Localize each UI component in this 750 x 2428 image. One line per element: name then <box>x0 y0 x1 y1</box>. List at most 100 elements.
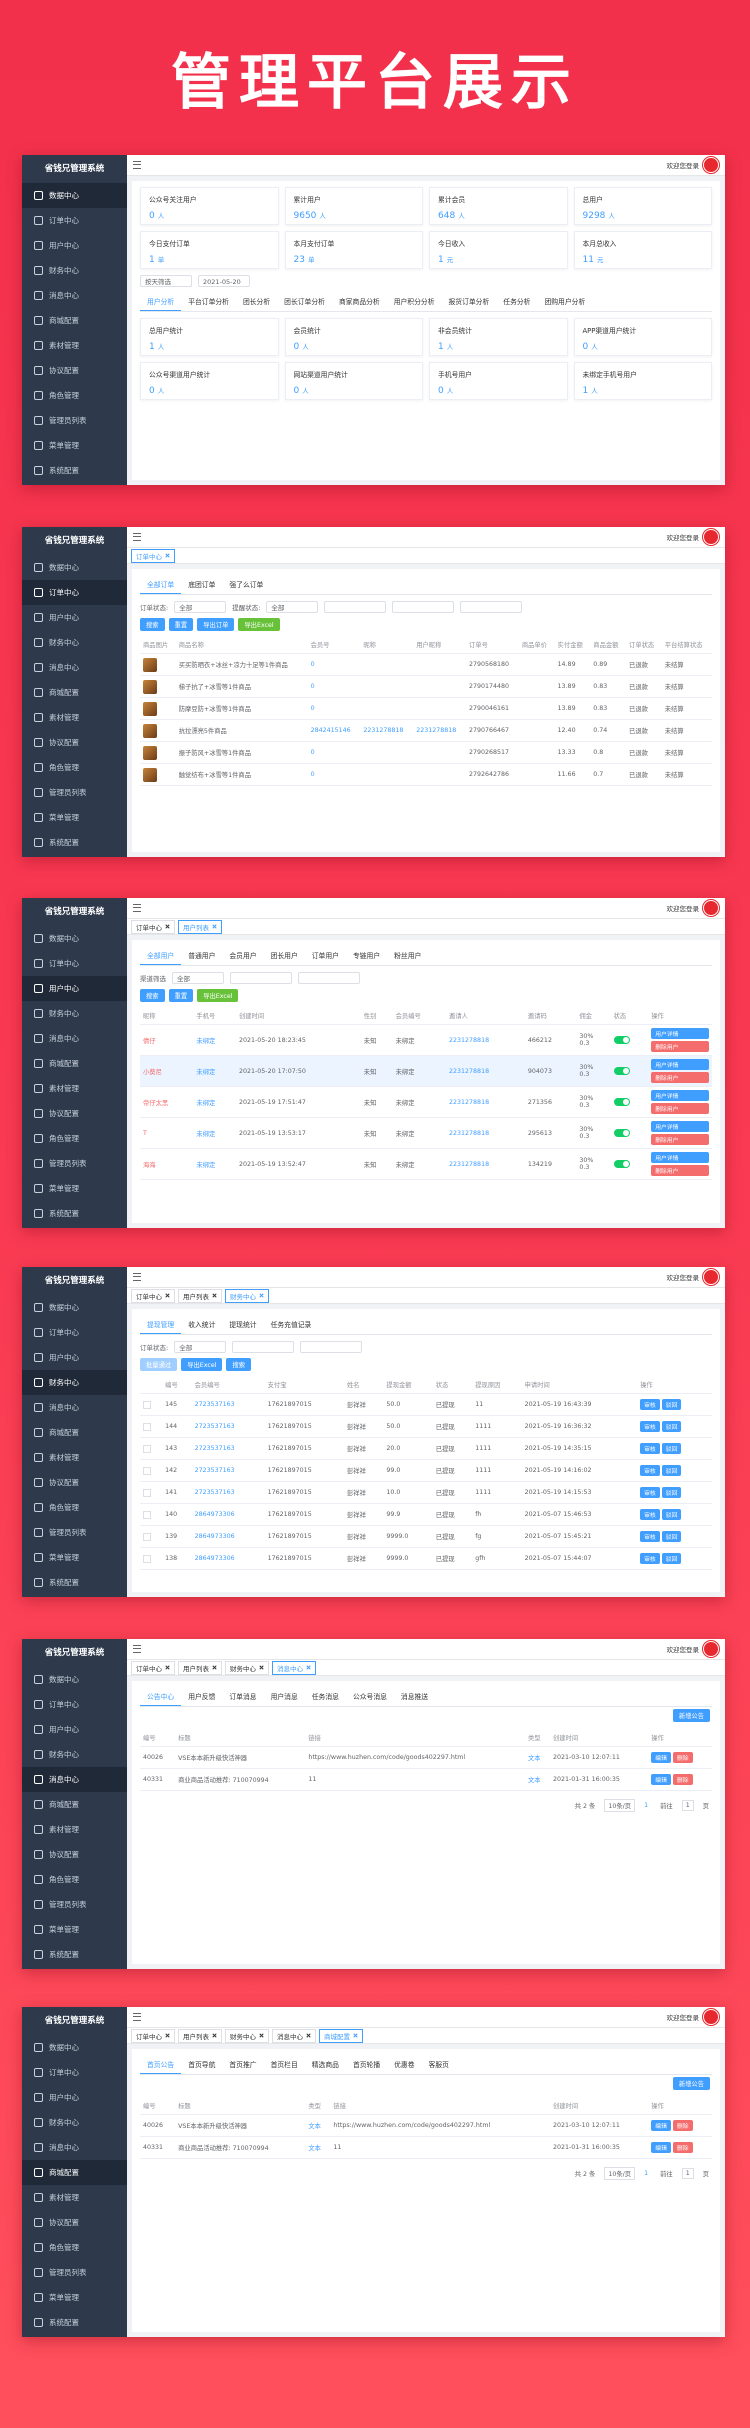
sub-tab[interactable]: 会员用户 <box>229 952 257 960</box>
page-tab[interactable]: 订单中心 <box>131 2028 175 2043</box>
menu-item[interactable]: 协议配置 <box>22 358 127 383</box>
tab-close[interactable] <box>259 2033 264 2038</box>
menu-item[interactable]: 菜单管理 <box>22 2285 127 2310</box>
menu-item[interactable]: 素材管理 <box>22 1076 127 1101</box>
filter-input[interactable] <box>324 601 387 613</box>
button[interactable]: 搜索 <box>140 618 165 631</box>
pagination-item[interactable]: 共 2 条 <box>574 2171 596 2178</box>
checkbox[interactable] <box>143 1400 151 1409</box>
filter-input[interactable] <box>230 972 292 984</box>
button[interactable]: 删除用户 <box>651 1103 709 1114</box>
button[interactable]: 用户详情 <box>651 1028 709 1039</box>
menu-item[interactable]: 角色管理 <box>22 1126 127 1151</box>
menu-item[interactable]: 管理员列表 <box>22 1520 127 1545</box>
sub-tab[interactable]: 订单用户 <box>311 952 339 960</box>
sub-tab[interactable]: 强了么订单 <box>229 581 264 589</box>
menu-item[interactable]: 系统配置 <box>22 1942 127 1967</box>
menu-item[interactable]: 素材管理 <box>22 705 127 730</box>
menu-item[interactable]: 菜单管理 <box>22 1545 127 1570</box>
sub-tab[interactable]: 用户反馈 <box>188 1693 216 1701</box>
menu-item[interactable]: 管理员列表 <box>22 1892 127 1917</box>
button[interactable]: 用户详情 <box>651 1059 709 1070</box>
menu-item[interactable]: 财务中心 <box>22 258 127 283</box>
menu-item[interactable]: 用户中心 <box>22 2085 127 2110</box>
button[interactable]: 审核 <box>640 1443 660 1454</box>
pagination-item[interactable]: 1 <box>681 1800 694 1811</box>
menu-item[interactable]: 订单中心 <box>22 580 127 605</box>
button[interactable]: 驳回 <box>661 1421 682 1432</box>
button[interactable]: 删除 <box>672 1774 693 1785</box>
sub-tab[interactable]: 首页推广 <box>229 2061 257 2069</box>
menu-item[interactable]: 管理员列表 <box>22 2260 127 2285</box>
sub-tab[interactable]: 团长订单分析 <box>284 298 325 306</box>
tab-close[interactable] <box>165 553 170 558</box>
filter-input[interactable] <box>232 1341 295 1353</box>
status-toggle[interactable] <box>613 1036 630 1044</box>
menu-item[interactable]: 订单中心 <box>22 1692 127 1717</box>
button[interactable]: 搜索 <box>226 1358 252 1371</box>
sub-tab[interactable]: 用户分析 <box>140 292 182 311</box>
pagination-item[interactable]: 10条/页 <box>604 2167 636 2180</box>
pagination-item[interactable]: 前往 <box>660 1803 673 1810</box>
checkbox[interactable] <box>143 1532 151 1541</box>
tab-close[interactable] <box>212 1665 217 1670</box>
menu-item[interactable]: 消息中心 <box>22 1767 127 1792</box>
checkbox[interactable] <box>143 1444 151 1453</box>
button[interactable]: 驳回 <box>661 1487 682 1498</box>
checkbox[interactable] <box>143 1488 151 1497</box>
menu-item[interactable]: 商城配置 <box>22 1792 127 1817</box>
button[interactable]: 审核 <box>640 1421 660 1432</box>
menu-item[interactable]: 协议配置 <box>22 1842 127 1867</box>
avatar[interactable] <box>703 1641 719 1657</box>
sub-tab[interactable]: 首页公告 <box>140 2055 182 2074</box>
page-tab[interactable]: 订单中心 <box>131 548 175 563</box>
sub-tab[interactable]: 底团订单 <box>188 581 216 589</box>
sub-tab[interactable]: 报货订单分析 <box>448 298 490 306</box>
menu-item[interactable]: 消息中心 <box>22 2135 127 2160</box>
menu-item[interactable]: 消息中心 <box>22 283 127 308</box>
sub-tab[interactable]: 团购用户分析 <box>544 298 586 306</box>
button[interactable]: 审核 <box>640 1531 660 1542</box>
button[interactable]: 编辑 <box>651 1774 671 1785</box>
filter-input[interactable]: 2021-05-20 <box>198 275 250 287</box>
tab-close[interactable] <box>165 924 170 929</box>
page-tab[interactable]: 订单中心 <box>131 1288 175 1303</box>
tab-close[interactable] <box>165 2033 170 2038</box>
button[interactable]: 删除 <box>672 1752 693 1763</box>
button[interactable]: 删除用户 <box>651 1165 709 1176</box>
button[interactable]: 删除 <box>672 2120 693 2131</box>
menu-item[interactable]: 消息中心 <box>22 1026 127 1051</box>
button[interactable]: 批量通过 <box>140 1358 178 1371</box>
page-tab[interactable]: 用户列表 <box>178 1660 222 1675</box>
menu-item[interactable]: 角色管理 <box>22 2235 127 2260</box>
page-tab[interactable]: 消息中心 <box>272 2028 316 2043</box>
filter-input[interactable]: 全部 <box>174 1341 227 1353</box>
pagination-item[interactable]: 前往 <box>660 2171 673 2178</box>
menu-item[interactable]: 用户中心 <box>22 233 127 258</box>
menu-item[interactable]: 数据中心 <box>22 926 127 951</box>
sub-tab[interactable]: 粉丝用户 <box>394 952 422 960</box>
menu-item[interactable]: 消息中心 <box>22 655 127 680</box>
checkbox[interactable] <box>143 1554 151 1563</box>
avatar[interactable] <box>703 1269 719 1285</box>
menu-item[interactable]: 订单中心 <box>22 208 127 233</box>
pagination-item[interactable]: 1 <box>644 2170 649 2177</box>
menu-item[interactable]: 角色管理 <box>22 1495 127 1520</box>
tab-close[interactable] <box>165 1665 170 1670</box>
menu-item[interactable]: 协议配置 <box>22 1470 127 1495</box>
filter-input[interactable]: 全部 <box>266 601 319 613</box>
sub-tab[interactable]: 首页栏目 <box>270 2061 298 2069</box>
filter-input[interactable] <box>460 601 523 613</box>
sub-tab[interactable]: 精选商品 <box>311 2061 339 2069</box>
tab-close[interactable] <box>259 1665 264 1670</box>
button[interactable]: 驳回 <box>661 1531 682 1542</box>
button[interactable]: 编辑 <box>651 1752 671 1763</box>
button[interactable]: 审核 <box>640 1465 660 1476</box>
menu-item[interactable]: 管理员列表 <box>22 408 127 433</box>
sub-tab[interactable]: 收入统计 <box>188 1321 216 1329</box>
menu-item[interactable]: 财务中心 <box>22 1742 127 1767</box>
menu-toggle[interactable] <box>133 2013 141 2021</box>
menu-item[interactable]: 消息中心 <box>22 1395 127 1420</box>
sub-tab[interactable]: 团长用户 <box>270 952 298 960</box>
menu-item[interactable]: 数据中心 <box>22 1295 127 1320</box>
